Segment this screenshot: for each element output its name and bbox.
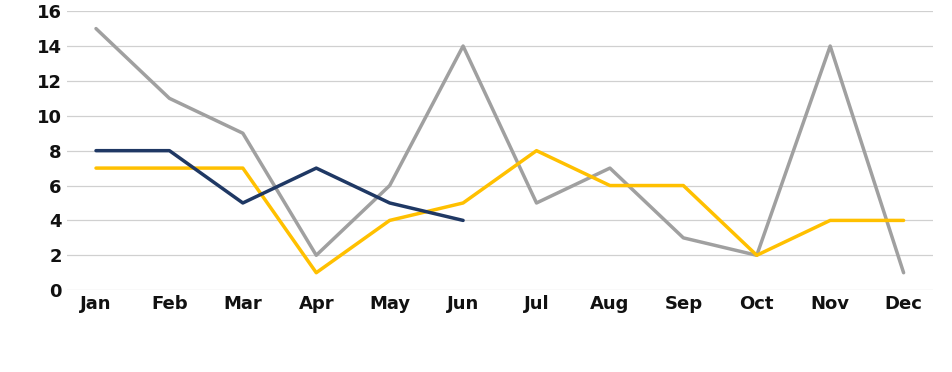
- 2020: [531, 201, 543, 205]
- 2020: [90, 26, 102, 31]
- 2021: [751, 253, 763, 257]
- 2020: [164, 96, 175, 100]
- 2020: [751, 253, 763, 257]
- 2022: [90, 148, 102, 153]
- 2022: [237, 201, 248, 205]
- 2022: [164, 148, 175, 153]
- 2022: [384, 201, 395, 205]
- 2020: [310, 253, 322, 257]
- 2020: [678, 235, 689, 240]
- 2022: [457, 218, 468, 222]
- 2020: [237, 131, 248, 135]
- 2021: [384, 218, 395, 222]
- 2021: [90, 166, 102, 170]
- 2022: [310, 166, 322, 170]
- 2020: [384, 183, 395, 188]
- 2021: [824, 218, 836, 222]
- 2021: [310, 270, 322, 275]
- 2021: [531, 148, 543, 153]
- 2020: [898, 270, 909, 275]
- Line: 2020: 2020: [96, 29, 903, 273]
- 2020: [824, 44, 836, 48]
- 2020: [457, 44, 468, 48]
- 2021: [605, 183, 616, 188]
- 2020: [605, 166, 616, 170]
- 2021: [898, 218, 909, 222]
- Line: 2022: 2022: [96, 151, 463, 220]
- 2021: [237, 166, 248, 170]
- Line: 2021: 2021: [96, 151, 903, 273]
- 2021: [164, 166, 175, 170]
- 2021: [678, 183, 689, 188]
- 2021: [457, 201, 468, 205]
